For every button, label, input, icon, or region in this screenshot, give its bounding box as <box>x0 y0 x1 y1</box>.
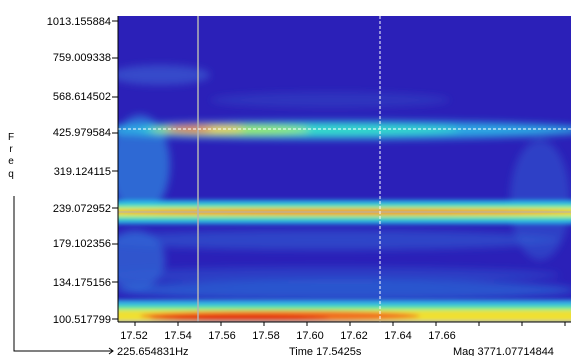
y-tick-label: 1013.155884 <box>47 16 111 28</box>
x-tick-label: 17.66 <box>428 330 456 342</box>
y-axis: 1013.155884 759.009338 568.614502 425.97… <box>47 16 119 326</box>
spectrogram-plot[interactable] <box>90 16 571 324</box>
svg-text:e: e <box>8 156 14 167</box>
y-axis-title: F r e q <box>8 132 14 180</box>
status-readouts: 225.654831Hz Time 17.5425s Mag 3771.0771… <box>117 346 554 358</box>
x-tick-label: 17.64 <box>384 330 412 342</box>
magnitude-readout: Mag 3771.07714844 <box>453 346 554 356</box>
frequency-readout-arrow <box>13 196 114 355</box>
x-tick-label: 17.62 <box>340 330 368 342</box>
x-tick-label: 17.56 <box>208 330 236 342</box>
svg-text:F: F <box>8 132 14 143</box>
y-tick-label: 100.517799 <box>53 314 111 326</box>
time-readout: Time 17.5425s <box>289 346 362 356</box>
frequency-readout: 225.654831Hz <box>117 346 189 356</box>
svg-text:r: r <box>9 144 13 155</box>
x-axis: 17.52 17.54 17.56 17.58 17.60 17.62 17.6… <box>118 321 571 342</box>
y-tick-label: 319.124115 <box>54 166 111 178</box>
x-tick-label: 17.58 <box>252 330 280 342</box>
x-tick-label: 17.54 <box>164 330 192 342</box>
y-tick-label: 179.102356 <box>53 238 111 250</box>
y-tick-label: 425.979584 <box>53 127 111 139</box>
y-tick-label: 568.614502 <box>53 91 111 103</box>
x-tick-label: 17.52 <box>120 330 148 342</box>
y-tick-label: 239.072952 <box>53 203 111 215</box>
x-tick-label: 17.60 <box>296 330 324 342</box>
y-tick-label: 759.009338 <box>53 52 111 64</box>
y-tick-label: 134.175156 <box>53 277 111 289</box>
svg-text:q: q <box>8 169 14 180</box>
spectrogram-heatmap <box>118 65 571 300</box>
